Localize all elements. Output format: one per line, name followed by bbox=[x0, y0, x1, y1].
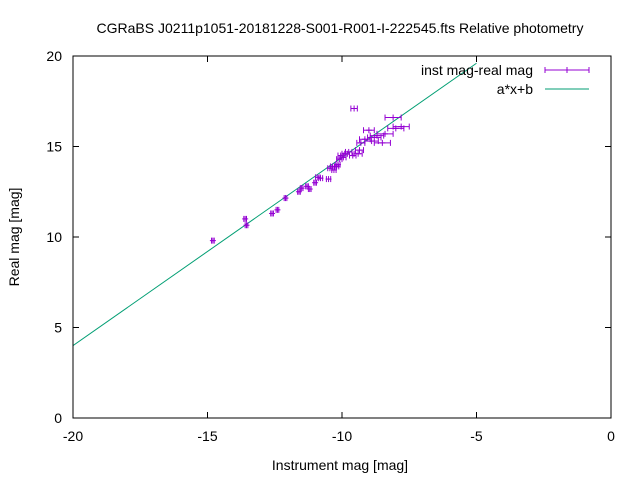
data-point bbox=[350, 105, 358, 112]
data-point bbox=[354, 147, 365, 154]
data-point bbox=[269, 210, 276, 217]
data-point bbox=[340, 154, 347, 161]
series-layer bbox=[73, 62, 477, 347]
x-tick-label: -20 bbox=[63, 428, 83, 444]
data-point bbox=[353, 150, 363, 157]
data-point bbox=[344, 148, 353, 155]
data-point bbox=[376, 130, 394, 137]
data-point bbox=[298, 185, 305, 192]
plot-frame bbox=[72, 55, 612, 419]
data-point bbox=[356, 139, 366, 146]
x-tick-label: 0 bbox=[607, 428, 615, 444]
y-tick-label: 15 bbox=[46, 139, 62, 155]
data-point bbox=[274, 206, 281, 213]
data-point bbox=[392, 123, 410, 130]
data-point bbox=[364, 138, 379, 145]
y-tick-label: 20 bbox=[46, 48, 62, 64]
y-tick-label: 10 bbox=[46, 229, 62, 245]
y-tick-label: 0 bbox=[54, 410, 62, 426]
data-point bbox=[312, 179, 319, 186]
legend: inst mag-real mag a*x+b bbox=[421, 62, 590, 97]
data-point bbox=[314, 174, 321, 181]
data-point bbox=[325, 176, 332, 183]
x-axis-label: Instrument mag [mag] bbox=[272, 457, 408, 473]
data-point bbox=[330, 167, 337, 174]
data-point bbox=[209, 237, 216, 244]
legend-label-inst-mag: inst mag-real mag bbox=[421, 62, 533, 78]
legend-label-fit: a*x+b bbox=[497, 81, 533, 97]
data-point bbox=[373, 139, 391, 146]
data-point bbox=[384, 114, 402, 121]
data-point bbox=[363, 127, 375, 134]
data-point bbox=[306, 186, 313, 193]
data-point bbox=[242, 215, 249, 222]
x-tick-label: -15 bbox=[197, 428, 217, 444]
fit-line bbox=[73, 62, 477, 347]
data-point bbox=[336, 156, 343, 163]
data-point bbox=[334, 161, 341, 168]
y-axis-label: Real mag [mag] bbox=[6, 188, 22, 287]
y-tick-label: 5 bbox=[54, 320, 62, 336]
x-tick-label: -10 bbox=[332, 428, 352, 444]
tick-layer: -20 -15 -10 -5 0 0 5 10 15 20 bbox=[46, 48, 615, 444]
data-point bbox=[295, 188, 302, 195]
data-point bbox=[349, 152, 357, 159]
data-point bbox=[317, 175, 324, 182]
data-point bbox=[304, 183, 311, 190]
x-tick-label: -5 bbox=[470, 428, 483, 444]
data-point bbox=[282, 195, 289, 202]
chart-title: CGRaBS J0211p1051-20181228-S001-R001-I-2… bbox=[97, 20, 584, 36]
data-point bbox=[243, 222, 250, 229]
legend-key-inst-mag bbox=[544, 67, 590, 73]
